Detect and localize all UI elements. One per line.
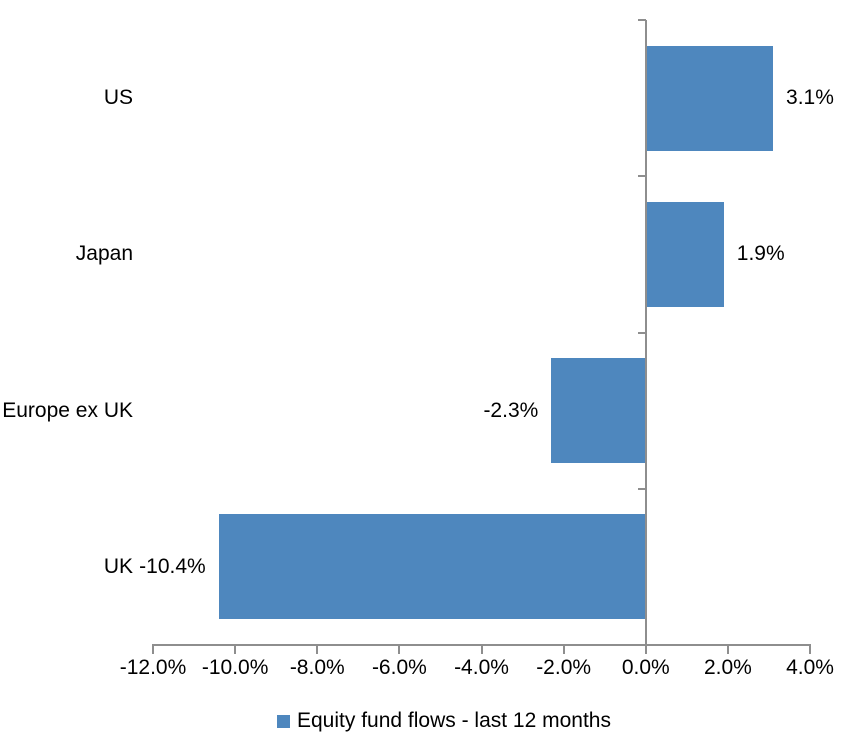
bar-us xyxy=(645,45,774,151)
value-label: 3.1% xyxy=(786,86,834,110)
x-axis-tick-label: 4.0% xyxy=(786,656,834,679)
legend: Equity fund flows - last 12 months xyxy=(277,708,611,734)
legend-label: Equity fund flows - last 12 months xyxy=(297,709,611,732)
zero-axis-tick xyxy=(637,487,646,490)
bar-japan xyxy=(645,201,724,307)
x-axis-tick-label: -6.0% xyxy=(371,656,427,679)
x-axis-tick-label: -8.0% xyxy=(289,656,345,679)
x-axis-tick xyxy=(562,645,565,654)
value-label: -10.4% xyxy=(139,554,206,578)
x-axis-tick-label: -12.0% xyxy=(119,656,187,679)
x-axis-tick xyxy=(398,645,401,654)
bar-uk xyxy=(218,514,646,620)
zero-axis-tick xyxy=(637,331,646,334)
zero-axis-tick xyxy=(637,19,646,21)
x-axis-tick xyxy=(480,645,483,654)
x-axis-tick xyxy=(726,645,729,654)
x-axis-tick xyxy=(234,645,237,654)
zero-axis-tick xyxy=(637,175,646,178)
category-label: Japan xyxy=(75,242,133,266)
x-axis-tick xyxy=(152,645,154,654)
x-axis-tick-label: 0.0% xyxy=(621,656,670,679)
x-axis-tick-label: -10.0% xyxy=(201,656,269,679)
category-label: Europe ex UK xyxy=(2,398,133,422)
legend-swatch-icon xyxy=(277,714,290,728)
x-axis-tick-label: 2.0% xyxy=(703,656,752,679)
x-axis-tick-label: -2.0% xyxy=(536,656,592,679)
x-axis-tick xyxy=(809,645,811,654)
value-label: -2.3% xyxy=(483,398,539,422)
x-axis-tick xyxy=(316,645,319,654)
value-label: 1.9% xyxy=(736,242,785,266)
category-label: UK xyxy=(103,554,133,578)
zero-axis-line xyxy=(645,20,647,653)
x-axis-tick xyxy=(644,645,647,654)
bar-europe-ex-uk xyxy=(551,358,646,464)
x-axis-tick-label: -4.0% xyxy=(454,656,509,679)
category-label: US xyxy=(103,86,133,110)
